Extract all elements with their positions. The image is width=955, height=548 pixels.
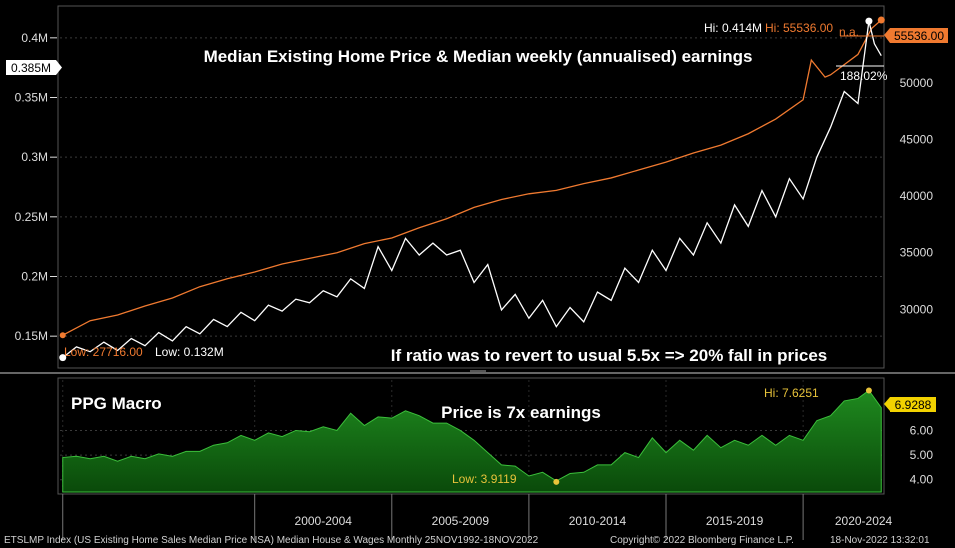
ratio-area xyxy=(62,389,882,493)
revert-annotation: If ratio was to revert to usual 5.5x => … xyxy=(391,346,828,365)
left-tick-label: 0.35M xyxy=(15,91,48,105)
period-label: 2005-2009 xyxy=(432,514,490,528)
earnings-high-marker xyxy=(877,16,885,24)
ratio-last-value: 6.9288 xyxy=(895,398,932,412)
footer-timestamp: 18-Nov-2022 13:32:01 xyxy=(830,535,930,546)
ratio-last-tag-arrow xyxy=(884,397,890,411)
price-low-marker xyxy=(59,354,67,362)
period-label: 2020-2024 xyxy=(835,514,893,528)
top-plot-area xyxy=(57,5,885,369)
right-axis-ticks: 30000 35000 40000 45000 50000 xyxy=(900,76,934,317)
earnings-low-label: Low: 27716.00 xyxy=(64,345,143,359)
left-tick-label: 0.4M xyxy=(21,31,48,45)
price-high-label: Hi: 0.414M xyxy=(704,21,762,35)
earnings-line-layer xyxy=(62,19,882,336)
ratio-tick-label: 6.00 xyxy=(910,423,934,437)
price-line-layer xyxy=(62,20,882,359)
ratio-axis-ticks: 4.00 5.00 6.00 xyxy=(910,423,934,486)
period-label: 2010-2014 xyxy=(569,514,627,528)
right-tick-label: 50000 xyxy=(900,76,934,90)
earnings-line xyxy=(62,19,882,336)
earnings-low-marker xyxy=(59,332,66,339)
ratio-low-label: Low: 3.9119 xyxy=(452,472,517,486)
ratio-annotation: Price is 7x earnings xyxy=(441,403,601,422)
ratio-panel-label: PPG Macro xyxy=(71,394,162,413)
footer-source: ETSLMP Index (US Existing Home Sales Med… xyxy=(4,535,539,546)
period-label: 2000-2004 xyxy=(295,514,353,528)
left-tick-label: 0.25M xyxy=(15,210,48,224)
chart-title: Median Existing Home Price & Median week… xyxy=(204,47,753,66)
earnings-high-na: n.a. xyxy=(839,25,859,39)
period-label: 2015-2019 xyxy=(706,514,764,528)
left-tick-label: 0.2M xyxy=(21,270,48,284)
earnings-last-tag-bg xyxy=(890,28,948,43)
earnings-last-tag-arrow xyxy=(884,28,890,43)
price-last-value: 0.385M xyxy=(11,61,51,75)
ratio-high-marker xyxy=(865,387,872,394)
ratio-high-label: Hi: 7.6251 xyxy=(764,386,819,400)
extreme-markers xyxy=(59,16,885,485)
ratio-last-tag-bg xyxy=(890,397,936,412)
price-line xyxy=(62,20,882,359)
ratio-tick-label: 5.00 xyxy=(910,448,934,462)
earnings-high-label: Hi: 55536.00 xyxy=(765,21,833,35)
ratio-low-marker xyxy=(553,478,560,485)
left-tick-label: 0.15M xyxy=(15,329,48,343)
right-tick-label: 30000 xyxy=(900,302,934,316)
ratio-area-layer xyxy=(62,389,882,493)
footer-copyright: Copyright© 2022 Bloomberg Finance L.P. xyxy=(610,535,794,546)
right-tick-label: 45000 xyxy=(900,132,934,146)
left-tick-label: 0.3M xyxy=(21,150,48,164)
price-high-marker xyxy=(865,17,873,25)
right-tick-label: 40000 xyxy=(900,189,934,203)
price-last-tag-bg xyxy=(6,60,56,75)
percent-change-label: 188.02% xyxy=(840,69,888,83)
price-last-tag-arrow xyxy=(56,60,62,75)
x-axis-period-labels: 2000-2004 2005-2009 2010-2014 2015-2019 2020… xyxy=(62,494,893,540)
left-axis-ticks: 0.15M 0.2M 0.25M 0.3M 0.35M 0.4M xyxy=(15,31,57,343)
right-tick-label: 35000 xyxy=(900,246,934,260)
price-low-label: Low: 0.132M xyxy=(155,345,224,359)
ratio-tick-label: 4.00 xyxy=(910,473,934,487)
earnings-last-value: 55536.00 xyxy=(894,29,944,43)
